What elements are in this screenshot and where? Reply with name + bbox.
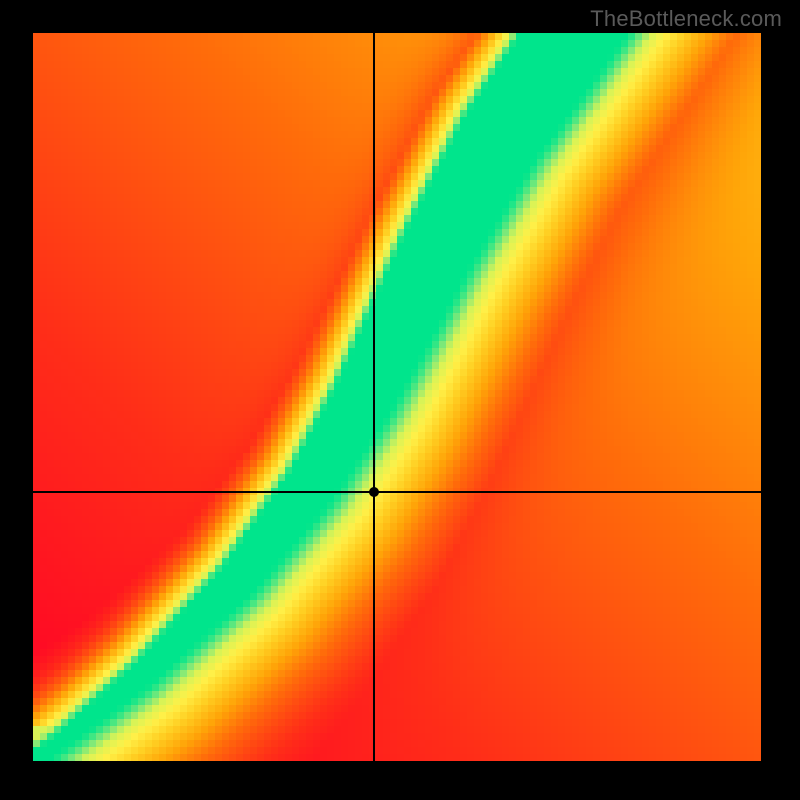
bottleneck-heatmap (0, 0, 800, 800)
watermark-text: TheBottleneck.com (590, 6, 782, 32)
crosshair-vertical (373, 33, 375, 767)
crosshair-horizontal (33, 491, 767, 493)
crosshair-marker (369, 487, 379, 497)
chart-container: TheBottleneck.com (0, 0, 800, 800)
